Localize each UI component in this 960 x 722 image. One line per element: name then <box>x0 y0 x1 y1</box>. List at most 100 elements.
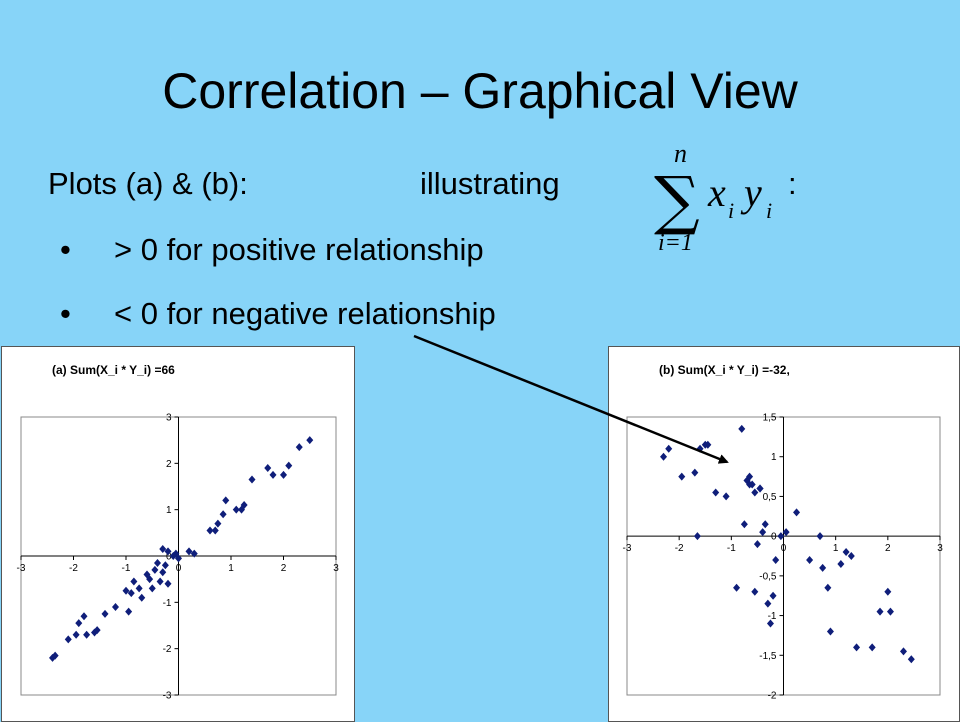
x-tick-label: 1 <box>228 563 234 574</box>
data-point <box>164 547 172 556</box>
data-point <box>665 444 673 453</box>
data-point <box>122 586 130 595</box>
data-point <box>127 589 135 598</box>
data-point <box>899 647 907 656</box>
bullet-text: < 0 for negative relationship <box>114 296 496 331</box>
data-point <box>766 619 774 628</box>
data-point <box>907 655 915 664</box>
bullet-dot: • <box>60 232 71 267</box>
colon-mark: : <box>788 166 797 201</box>
y-tick-label: 0,5 <box>763 492 777 503</box>
data-point <box>678 472 686 481</box>
data-point <box>746 480 754 489</box>
data-point <box>148 584 156 593</box>
y-tick-label: 1 <box>166 505 172 516</box>
data-point <box>285 461 293 470</box>
data-point <box>759 528 767 537</box>
term-y: y <box>740 170 762 215</box>
data-point <box>751 587 759 596</box>
data-point <box>190 549 198 558</box>
y-tick-label: -2 <box>768 691 777 702</box>
data-point <box>156 577 164 586</box>
data-point <box>847 552 855 560</box>
data-point <box>154 558 161 567</box>
term-y-subscript: i <box>766 198 772 223</box>
bullet-negative: • < 0 for negative relationship <box>60 296 496 332</box>
y-tick-label: -2 <box>163 644 172 655</box>
data-point <box>746 472 754 481</box>
data-point <box>175 554 182 563</box>
data-point <box>761 520 769 529</box>
y-tick-label: 3 <box>166 413 172 424</box>
x-tick-label: 2 <box>885 543 891 554</box>
data-point <box>64 635 72 644</box>
x-tick-label: -3 <box>17 563 26 574</box>
chart-title: (b) Sum(X_i * Y_i) =-32, <box>659 363 790 377</box>
term-x-subscript: i <box>728 198 734 223</box>
data-point <box>819 563 827 572</box>
data-point <box>135 584 143 593</box>
data-point <box>93 626 101 635</box>
data-point <box>693 532 701 541</box>
data-point <box>868 643 876 652</box>
chart-a-panel: (a) Sum(X_i * Y_i) =66 -3 -2 -1 0 1 2 3 -3 -2 -1 0 1… <box>1 346 355 722</box>
chart-title: (a) Sum(X_i * Y_i) =66 <box>52 363 175 377</box>
term-x: x <box>707 170 726 215</box>
data-point <box>738 424 746 433</box>
bullet-text: > 0 for positive relationship <box>114 232 484 267</box>
data-point <box>112 602 119 611</box>
data-point <box>172 549 180 558</box>
bullet-dot: • <box>60 296 71 331</box>
plots-line: Plots (a) & (b): illustrating : <box>48 166 797 202</box>
y-tick-label: 1,5 <box>763 413 777 424</box>
data-point <box>306 436 314 445</box>
y-tick-label: 0 <box>771 532 777 543</box>
data-point <box>886 607 894 616</box>
y-tick-label: 2 <box>166 459 172 470</box>
x-tick-label: 0 <box>781 543 787 554</box>
x-tick-label: 0 <box>176 563 182 574</box>
data-point <box>876 607 884 616</box>
data-point <box>816 532 824 541</box>
x-tick-label: -2 <box>69 563 78 574</box>
data-point <box>75 619 83 628</box>
x-tick-label: 1 <box>833 543 839 554</box>
data-point <box>206 526 214 535</box>
data-point <box>269 470 277 479</box>
data-point <box>80 612 88 621</box>
x-tick-label: -2 <box>675 543 684 554</box>
data-point <box>248 475 256 484</box>
data-point <box>842 548 850 557</box>
data-point <box>837 559 845 568</box>
chart-b-panel: (b) Sum(X_i * Y_i) =-32, -3 -2 -1 0 1 2 3 -2 -1,5… <box>608 346 960 722</box>
data-point <box>295 443 303 452</box>
data-point <box>826 627 834 636</box>
data-point <box>660 452 668 461</box>
data-point <box>756 484 764 493</box>
data-point <box>712 488 720 497</box>
data-point <box>733 583 741 592</box>
chart-b: (b) Sum(X_i * Y_i) =-32, -3 -2 -1 0 1 2 3 -2 -1,5… <box>623 363 944 702</box>
x-tick-label: 3 <box>333 563 339 574</box>
data-point <box>101 609 109 618</box>
x-tick-label: 2 <box>281 563 287 574</box>
y-tick-label: 0 <box>166 552 172 563</box>
data-point <box>722 492 730 501</box>
sum-lower-limit: i=1 <box>658 230 693 256</box>
data-point <box>884 587 892 596</box>
y-tick-label: -3 <box>163 691 172 702</box>
data-point <box>769 591 777 600</box>
data-point <box>806 555 814 564</box>
data-point <box>280 470 287 479</box>
sum-sigma-icon: ∑ <box>654 164 700 238</box>
data-point <box>51 651 59 660</box>
data-point <box>753 540 761 549</box>
plots-label: Plots (a) & (b): <box>48 166 248 201</box>
illustrating-label: illustrating <box>420 166 560 201</box>
sum-upper-limit: n <box>674 139 687 168</box>
y-tick-label: -0,5 <box>759 571 777 582</box>
data-point <box>222 496 230 505</box>
summation-formula: n ∑ i=1 x i y i <box>654 139 772 256</box>
data-point <box>764 599 772 608</box>
data-point <box>146 575 154 584</box>
